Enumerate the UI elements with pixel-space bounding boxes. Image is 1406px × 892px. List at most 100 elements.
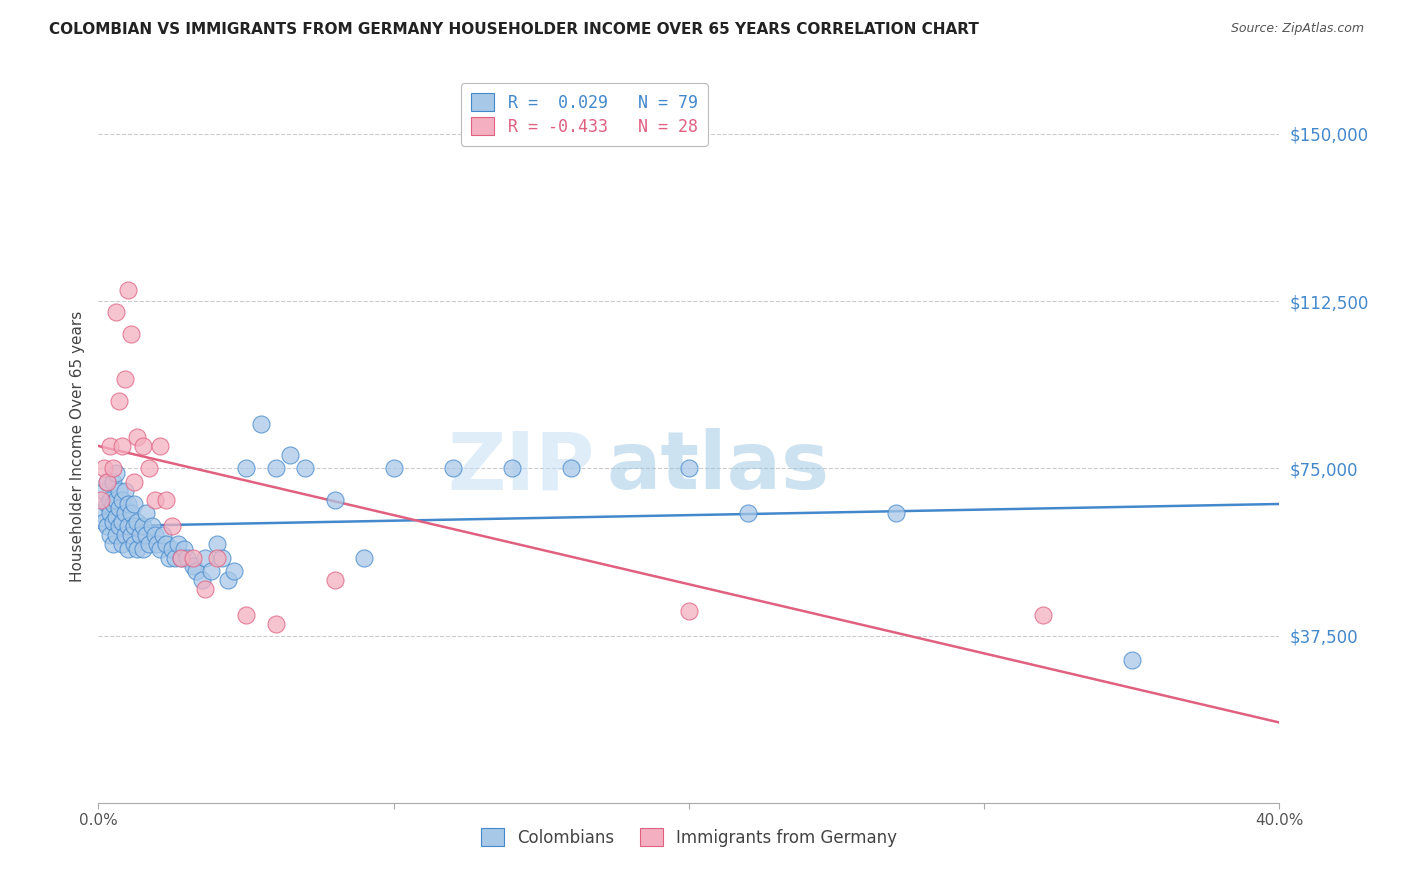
Point	[132, 439, 155, 453]
Point	[98, 492, 121, 507]
Point	[149, 439, 172, 453]
Point	[235, 608, 257, 623]
Point	[138, 461, 160, 475]
Point	[90, 506, 112, 520]
Point	[280, 448, 302, 462]
Text: ZIP: ZIP	[447, 428, 595, 507]
Point	[264, 461, 287, 475]
Point	[93, 483, 115, 498]
Point	[98, 439, 121, 453]
Text: COLOMBIAN VS IMMIGRANTS FROM GERMANY HOUSEHOLDER INCOME OVER 65 YEARS CORRELATIO: COLOMBIAN VS IMMIGRANTS FROM GERMANY HOU…	[49, 22, 979, 37]
Point	[111, 515, 134, 529]
Point	[194, 550, 217, 565]
Point	[105, 305, 128, 319]
Point	[98, 506, 121, 520]
Point	[103, 537, 125, 551]
Point	[205, 550, 228, 565]
Point	[184, 564, 207, 578]
Point	[167, 537, 190, 551]
Point	[294, 461, 316, 475]
Point	[98, 528, 121, 542]
Point	[103, 497, 125, 511]
Point	[173, 541, 195, 556]
Point	[108, 394, 131, 409]
Point	[105, 492, 128, 507]
Point	[122, 519, 145, 533]
Point	[125, 541, 148, 556]
Point	[108, 519, 131, 533]
Point	[353, 550, 375, 565]
Point	[135, 528, 157, 542]
Point	[93, 461, 115, 475]
Point	[146, 537, 169, 551]
Point	[264, 617, 287, 632]
Point	[235, 461, 257, 475]
Point	[181, 550, 204, 565]
Point	[125, 515, 148, 529]
Point	[108, 483, 131, 498]
Point	[165, 550, 187, 565]
Point	[323, 573, 346, 587]
Point	[96, 475, 118, 489]
Point	[105, 510, 128, 524]
Point	[501, 461, 523, 475]
Point	[176, 550, 198, 565]
Point	[217, 573, 239, 587]
Point	[111, 492, 134, 507]
Point	[141, 519, 163, 533]
Point	[122, 497, 145, 511]
Point	[120, 327, 142, 342]
Point	[162, 519, 183, 533]
Point	[170, 550, 193, 565]
Point	[155, 537, 177, 551]
Point	[170, 550, 193, 565]
Point	[117, 541, 139, 556]
Point	[114, 483, 136, 498]
Point	[205, 537, 228, 551]
Point	[114, 506, 136, 520]
Point	[103, 461, 125, 475]
Point	[111, 439, 134, 453]
Point	[138, 537, 160, 551]
Point	[250, 417, 273, 431]
Point	[96, 497, 118, 511]
Point	[194, 582, 217, 596]
Point	[382, 461, 405, 475]
Point	[117, 497, 139, 511]
Point	[108, 501, 131, 516]
Point	[117, 519, 139, 533]
Point	[132, 541, 155, 556]
Point	[323, 492, 346, 507]
Point	[737, 506, 759, 520]
Point	[678, 461, 700, 475]
Point	[117, 283, 139, 297]
Point	[114, 372, 136, 386]
Point	[135, 506, 157, 520]
Point	[884, 506, 907, 520]
Point	[152, 528, 174, 542]
Point	[560, 461, 582, 475]
Text: Source: ZipAtlas.com: Source: ZipAtlas.com	[1230, 22, 1364, 36]
Point	[155, 492, 177, 507]
Point	[1121, 653, 1143, 667]
Point	[103, 475, 125, 489]
Point	[441, 461, 464, 475]
Point	[143, 528, 166, 542]
Y-axis label: Householder Income Over 65 years: Householder Income Over 65 years	[69, 310, 84, 582]
Point	[678, 604, 700, 618]
Point	[96, 475, 118, 489]
Point	[162, 541, 183, 556]
Point	[105, 528, 128, 542]
Legend: Colombians, Immigrants from Germany: Colombians, Immigrants from Germany	[472, 820, 905, 855]
Point	[181, 559, 204, 574]
Point	[157, 550, 180, 565]
Point	[132, 519, 155, 533]
Point	[103, 515, 125, 529]
Point	[224, 564, 246, 578]
Point	[200, 564, 222, 578]
Point	[211, 550, 233, 565]
Text: atlas: atlas	[606, 428, 830, 507]
Point	[90, 492, 112, 507]
Point	[96, 519, 118, 533]
Point	[143, 492, 166, 507]
